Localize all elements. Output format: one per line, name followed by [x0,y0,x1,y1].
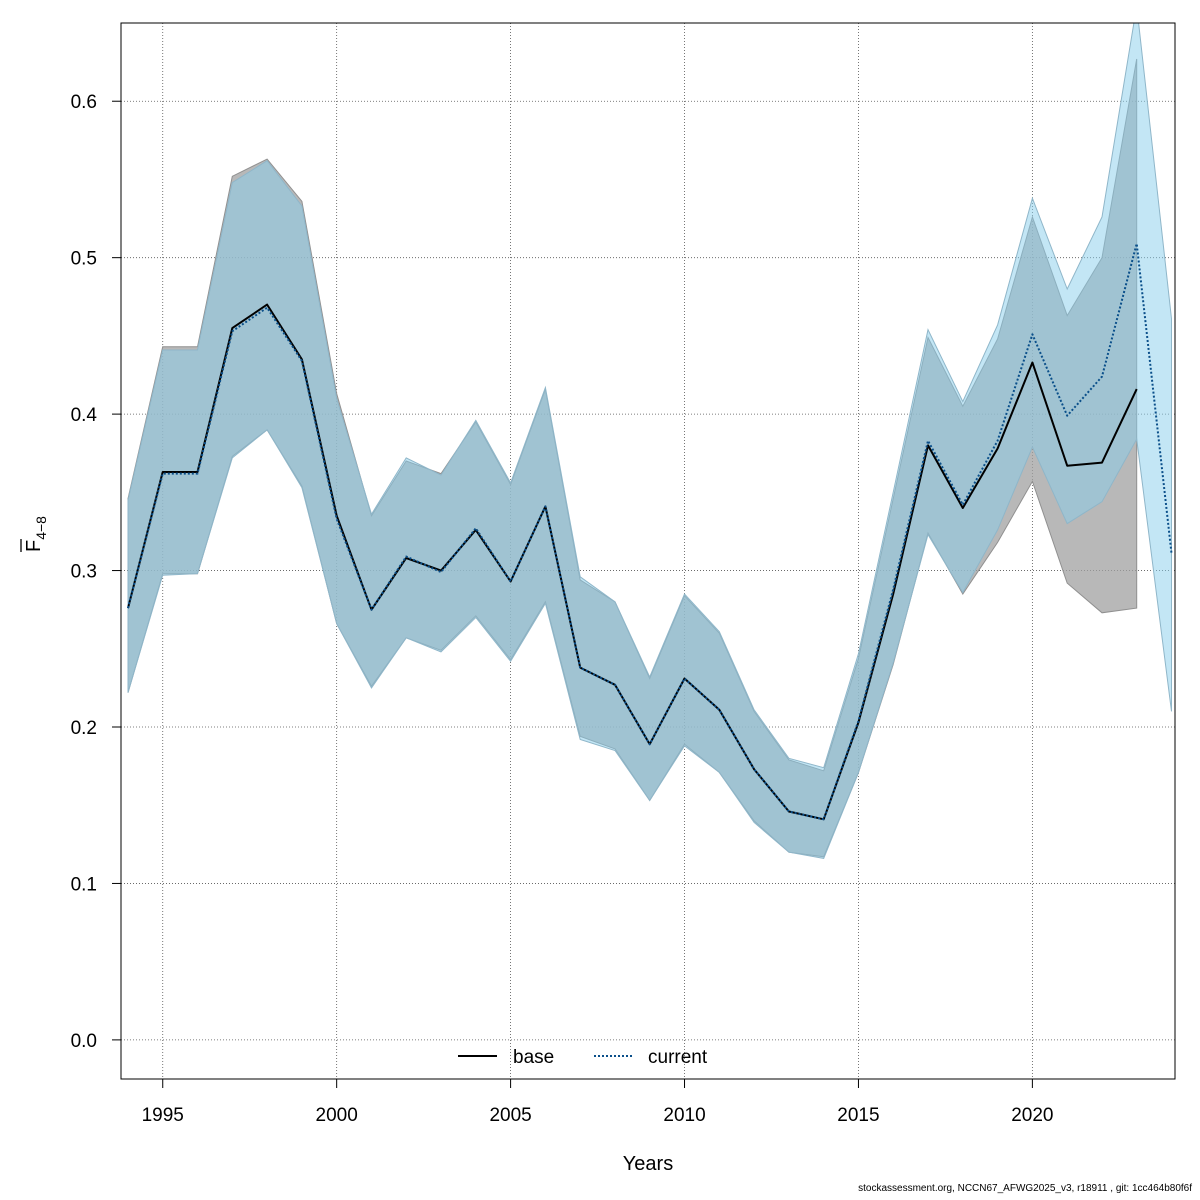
x-axis-title: Years [623,1153,673,1175]
series-line-current [127,242,1173,821]
series-lines [127,242,1173,821]
y-tick-label-0.0: 0.0 [71,1031,97,1052]
y-tick-label-0.6: 0.6 [71,92,97,113]
y-tick-label-0.2: 0.2 [71,718,97,739]
confidence-bands [127,23,1172,859]
svg-text:F4−8: F4−8 [23,516,49,552]
y-axis-title-subscript: 4−8 [33,516,49,540]
y-tick-label-0.3: 0.3 [71,562,97,583]
x-tick-label-2005: 2005 [489,1105,531,1126]
confidence-band-current [127,23,1172,859]
legend-base-label: base [513,1047,554,1068]
legend: base current [458,1047,708,1068]
y-tick-label-0.4: 0.4 [71,405,98,426]
plot-frame [120,22,1176,1080]
x-tick-label-1995: 1995 [142,1105,184,1126]
y-tick-label-0.5: 0.5 [71,249,97,270]
x-tick-label-2015: 2015 [837,1105,879,1126]
y-axis-title: F4−8 [20,516,49,552]
x-tick-label-2000: 2000 [316,1105,358,1126]
legend-current-label: current [648,1047,708,1068]
x-tick-label-2010: 2010 [663,1105,705,1126]
y-axis-title-main: F [23,540,45,552]
y-axis: 0.0 0.1 0.2 0.3 0.4 0.5 0.6 [71,92,121,1052]
y-tick-label-0.1: 0.1 [71,874,97,895]
x-axis: 1995 2000 2005 2010 2015 2020 [142,1079,1054,1126]
x-tick-label-2020: 2020 [1011,1105,1053,1126]
footer-caption: stockassessment.org, NCCN67_AFWG2025_v3,… [858,1183,1192,1194]
